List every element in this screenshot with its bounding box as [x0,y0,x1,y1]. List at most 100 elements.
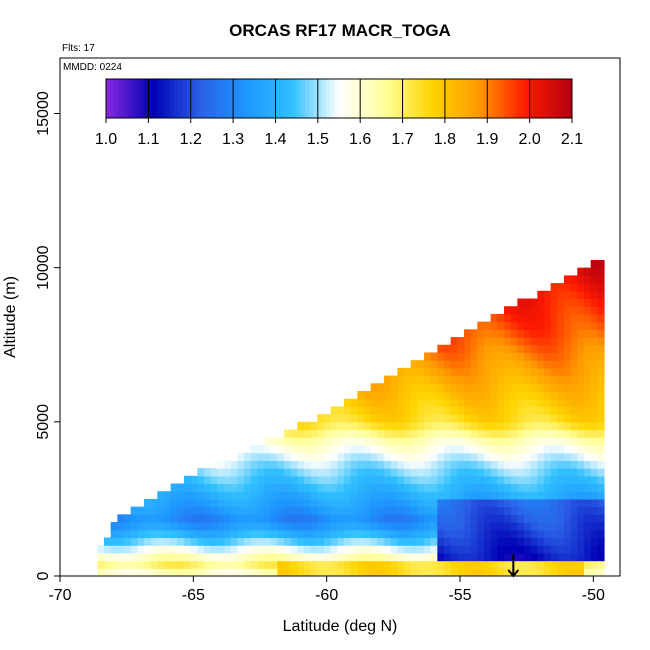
heatmap-cell [490,552,498,562]
heatmap-cell [524,506,532,515]
heatmap-cell [390,460,398,469]
heatmap-cell [510,313,518,323]
heatmap-cell [430,568,438,576]
heatmap-cell [470,537,478,546]
heatmap-cell [584,344,592,354]
heatmap-cell [397,460,405,469]
heatmap-cell [464,429,472,438]
heatmap-cell [584,444,592,454]
heatmap-cell [550,367,558,377]
heatmap-cell [297,429,305,438]
heatmap-cell [450,568,458,576]
heatmap-cell [497,360,505,369]
heatmap-cell [590,537,598,546]
heatmap-cell [584,568,592,576]
heatmap-cell [324,514,332,523]
heatmap-cell [424,383,432,392]
heatmap-cell [204,545,212,554]
heatmap-cell [277,568,285,576]
heatmap-cell [477,514,485,523]
heatmap-cell [564,329,572,338]
heatmap-cell [537,568,545,576]
heatmap-cell [477,383,485,392]
colorbar-swatch [148,79,154,118]
heatmap-cell [357,444,365,454]
heatmap-cell [290,491,298,500]
heatmap-cell [397,537,405,546]
heatmap-cell [490,468,498,477]
heatmap-cell [284,437,292,446]
heatmap-cell [590,429,598,438]
heatmap-cell [170,537,178,546]
heatmap-cell [190,545,198,554]
colorbar-swatch [254,79,260,118]
heatmap-cell [557,352,565,361]
heatmap-cell [517,375,525,384]
heatmap-cell [537,421,545,431]
heatmap-cell [530,552,538,562]
x-tick-label: -55 [448,587,471,604]
heatmap-cell [570,491,578,500]
heatmap-cell [510,506,518,515]
heatmap-cell [550,491,558,500]
heatmap-cell [457,483,465,492]
heatmap-cell [510,498,518,508]
heatmap-cell [157,552,165,562]
heatmap-cell [190,483,198,492]
heatmap-cell [557,313,565,323]
heatmap-cell [584,437,592,446]
heatmap-cell [584,313,592,323]
heatmap-cell [470,529,478,539]
colorbar-swatch [165,79,171,118]
heatmap-cell [404,529,412,539]
heatmap-cell [410,360,418,369]
heatmap-cell [457,421,465,431]
heatmap-cell [410,367,418,377]
heatmap-cell [430,352,438,361]
heatmap-cell [264,552,272,562]
heatmap-cell [324,452,332,461]
heatmap-cell [184,522,192,531]
heatmap-cell [404,421,412,431]
heatmap-cell [524,560,532,569]
heatmap-cell [464,560,472,569]
heatmap-cell [477,498,485,508]
heatmap-cell [190,560,198,569]
heatmap-cell [437,460,445,469]
heatmap-cell [130,537,138,546]
heatmap-cell [424,375,432,384]
heatmap-cell [430,421,438,431]
heatmap-cell [317,537,325,546]
heatmap-cell [150,537,158,546]
colorbar-tick-label: 2.0 [519,131,541,148]
heatmap-cell [290,498,298,508]
heatmap-cell [297,506,305,515]
heatmap-cell [204,568,212,576]
heatmap-cell [257,514,265,523]
heatmap-cell [370,560,378,569]
heatmap-cell [597,537,605,546]
heatmap-cell [444,375,452,384]
heatmap-cell [590,460,598,469]
heatmap-cell [424,537,432,546]
heatmap-cell [524,537,532,546]
heatmap-cell [570,475,578,485]
heatmap-cell [517,306,525,315]
heatmap-cell [564,313,572,323]
heatmap-cell [504,352,512,361]
heatmap-cell [384,391,392,400]
heatmap-cell [537,383,545,392]
x-axis-label: Latitude (deg N) [283,618,398,635]
heatmap-cell [497,529,505,539]
heatmap-cell [464,406,472,415]
heatmap-cell [597,529,605,539]
heatmap-cell [550,352,558,361]
heatmap-cell [257,468,265,477]
heatmap-cell [370,398,378,408]
heatmap-cell [430,537,438,546]
heatmap-cell [484,344,492,354]
heatmap-cell [317,498,325,508]
heatmap-cell [324,552,332,562]
heatmap-cell [370,498,378,508]
